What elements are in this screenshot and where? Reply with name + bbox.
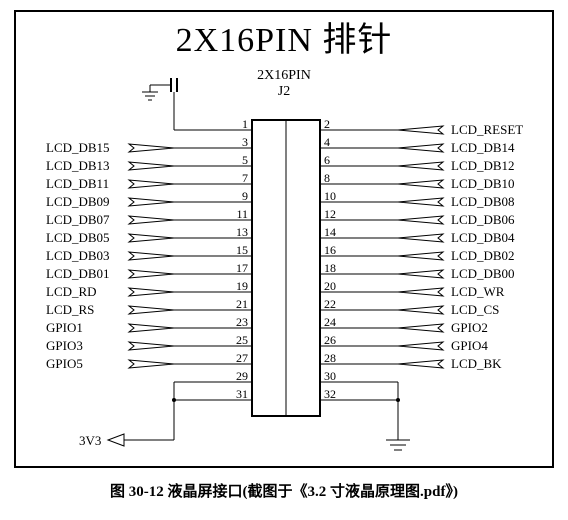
svg-text:25: 25 [236,333,248,347]
svg-text:6: 6 [324,153,330,167]
svg-text:29: 29 [236,369,248,383]
svg-text:LCD_DB11: LCD_DB11 [46,176,109,191]
svg-text:LCD_DB06: LCD_DB06 [451,212,515,227]
svg-text:LCD_DB01: LCD_DB01 [46,266,110,281]
svg-text:15: 15 [236,243,248,257]
svg-text:28: 28 [324,351,336,365]
svg-text:9: 9 [242,189,248,203]
svg-text:8: 8 [324,171,330,185]
schematic-svg: 13LCD_DB155LCD_DB137LCD_DB119LCD_DB0911L… [16,12,556,470]
svg-text:31: 31 [236,387,248,401]
svg-text:LCD_DB03: LCD_DB03 [46,248,110,263]
svg-text:17: 17 [236,261,248,275]
svg-text:LCD_DB08: LCD_DB08 [451,194,515,209]
svg-text:LCD_DB15: LCD_DB15 [46,140,110,155]
figure-caption: 图 30-12 液晶屏接口(截图于《3.2 寸液晶原理图.pdf》) [0,480,568,501]
svg-text:18: 18 [324,261,336,275]
svg-text:4: 4 [324,135,330,149]
svg-text:24: 24 [324,315,336,329]
svg-text:3V3: 3V3 [79,433,101,448]
svg-text:16: 16 [324,243,336,257]
svg-text:26: 26 [324,333,336,347]
svg-text:30: 30 [324,369,336,383]
svg-text:19: 19 [236,279,248,293]
svg-text:LCD_RD: LCD_RD [46,284,97,299]
svg-text:LCD_DB00: LCD_DB00 [451,266,515,281]
svg-text:14: 14 [324,225,336,239]
svg-text:LCD_DB13: LCD_DB13 [46,158,110,173]
svg-text:2: 2 [324,117,330,131]
svg-text:GPIO2: GPIO2 [451,320,488,335]
svg-text:13: 13 [236,225,248,239]
svg-text:LCD_BK: LCD_BK [451,356,502,371]
svg-text:LCD_RS: LCD_RS [46,302,94,317]
svg-text:GPIO1: GPIO1 [46,320,83,335]
svg-text:LCD_RESET: LCD_RESET [451,122,523,137]
svg-text:5: 5 [242,153,248,167]
svg-text:LCD_DB14: LCD_DB14 [451,140,515,155]
svg-text:22: 22 [324,297,336,311]
svg-text:12: 12 [324,207,336,221]
svg-text:GPIO5: GPIO5 [46,356,83,371]
svg-text:11: 11 [236,207,248,221]
svg-text:23: 23 [236,315,248,329]
svg-text:LCD_DB10: LCD_DB10 [451,176,515,191]
svg-text:LCD_DB07: LCD_DB07 [46,212,110,227]
svg-text:LCD_DB12: LCD_DB12 [451,158,515,173]
svg-text:LCD_DB05: LCD_DB05 [46,230,110,245]
svg-text:20: 20 [324,279,336,293]
svg-text:32: 32 [324,387,336,401]
svg-text:1: 1 [242,117,248,131]
schematic-frame: 2X16PIN 排针 2X16PIN J2 13LCD_DB155LCD_DB1… [14,10,554,468]
svg-text:21: 21 [236,297,248,311]
svg-text:3: 3 [242,135,248,149]
svg-text:LCD_CS: LCD_CS [451,302,499,317]
svg-text:LCD_DB04: LCD_DB04 [451,230,515,245]
svg-text:10: 10 [324,189,336,203]
svg-text:7: 7 [242,171,248,185]
svg-text:GPIO4: GPIO4 [451,338,488,353]
svg-text:27: 27 [236,351,248,365]
svg-text:LCD_WR: LCD_WR [451,284,505,299]
svg-text:GPIO3: GPIO3 [46,338,83,353]
svg-text:LCD_DB02: LCD_DB02 [451,248,515,263]
svg-text:LCD_DB09: LCD_DB09 [46,194,110,209]
